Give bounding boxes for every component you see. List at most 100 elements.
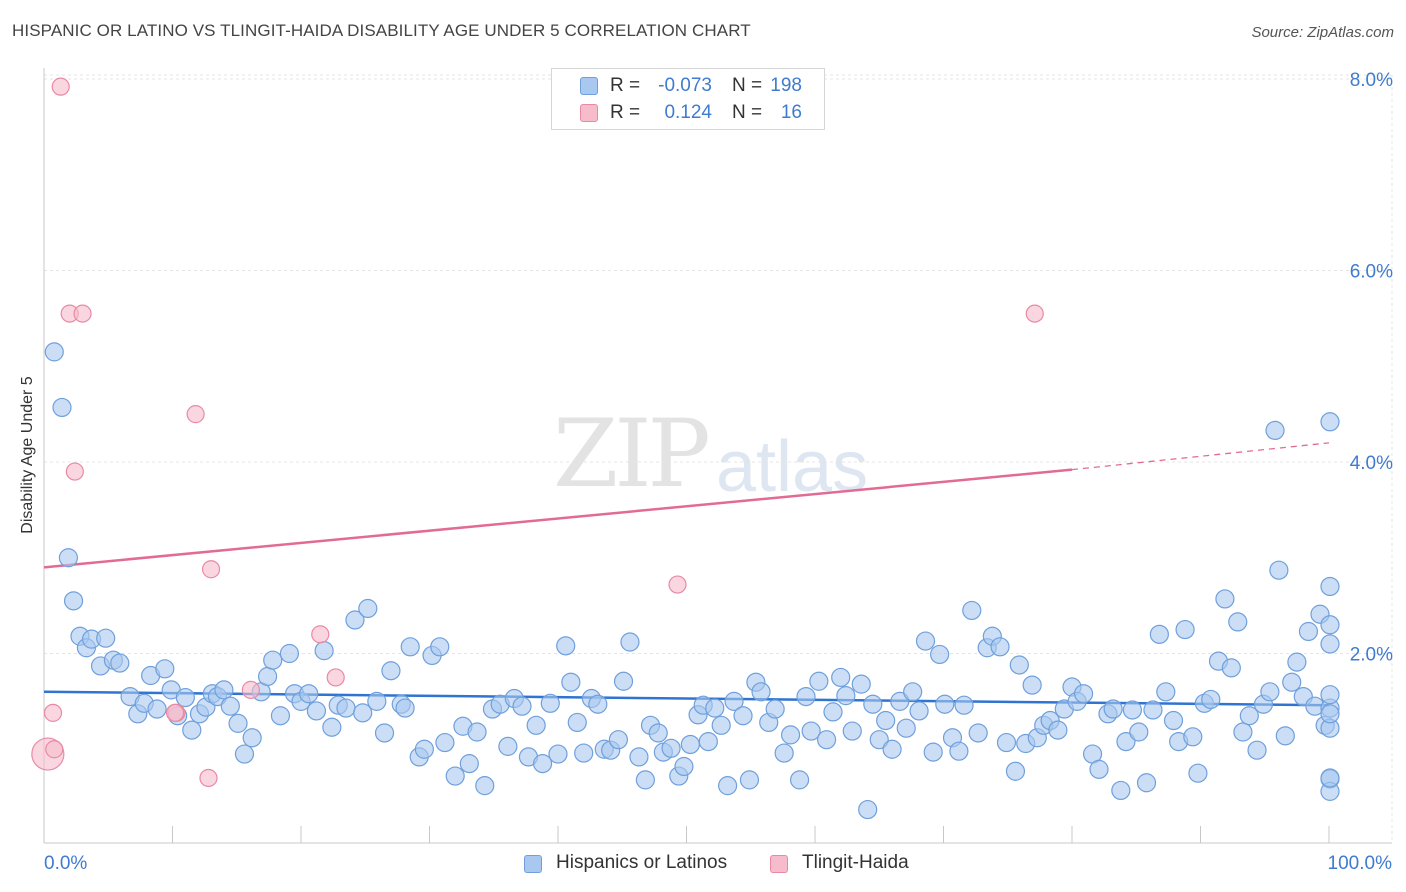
data-point-hispanics (842, 721, 862, 741)
legend-swatch-hispanics (580, 77, 598, 95)
data-point-hispanics (876, 710, 896, 731)
data-point-hispanics (430, 637, 450, 657)
data-point-tlingit (326, 668, 345, 687)
data-point-hispanics (322, 717, 342, 737)
data-point-hispanics (63, 591, 84, 611)
data-point-hispanics (228, 713, 248, 733)
source-label: Source: ZipAtlas.com (1251, 24, 1394, 41)
data-point-hispanics (1320, 634, 1340, 654)
data-point-tlingit (311, 625, 330, 644)
data-point-hispanics (1136, 773, 1157, 793)
data-point-hispanics (435, 732, 455, 753)
data-point-hispanics (968, 723, 988, 743)
data-point-hispanics (890, 691, 910, 711)
data-point-tlingit (186, 405, 205, 424)
data-point-hispanics (234, 744, 255, 764)
data-point-hispanics (1201, 689, 1221, 710)
data-point-tlingit (43, 703, 63, 722)
data-point-hispanics (1129, 722, 1149, 742)
data-point-hispanics (353, 703, 373, 723)
y-tick-label: 8.0% (1350, 70, 1393, 91)
chart-title: HISPANIC OR LATINO VS TLINGIT-HAIDA DISA… (12, 21, 751, 40)
data-point-hispanics (1269, 560, 1289, 580)
trendline-tlingit-extension (1071, 442, 1330, 471)
data-point-tlingit (201, 560, 221, 579)
data-point-hispanics (44, 342, 64, 362)
data-point-hispanics (1188, 763, 1208, 783)
data-point-hispanics (774, 743, 794, 763)
data-point-hispanics (526, 715, 546, 735)
data-point-tlingit (65, 462, 84, 481)
data-point-hispanics (498, 736, 518, 756)
legend-r-label: R = (610, 102, 641, 123)
bottom-legend-swatch-tlingit (770, 855, 788, 873)
data-point-hispanics (1183, 727, 1203, 747)
data-point-hispanics (1320, 615, 1340, 635)
data-point-hispanics (962, 600, 982, 621)
data-point-hispanics (801, 721, 821, 741)
data-point-hispanics (858, 799, 878, 820)
data-point-hispanics (1265, 420, 1285, 441)
data-point-hispanics (314, 641, 334, 661)
data-point-hispanics (648, 723, 668, 743)
data-point-hispanics (155, 659, 175, 679)
data-point-hispanics (705, 698, 725, 718)
data-point-hispanics (52, 397, 72, 418)
data-point-hispanics (1320, 412, 1340, 432)
legend-n-label: N = (732, 75, 763, 96)
data-point-hispanics (279, 643, 300, 664)
y-tick-label: 4.0% (1350, 453, 1393, 474)
data-point-hispanics (831, 667, 851, 688)
data-point-tlingit (199, 768, 218, 788)
data-point-hispanics (532, 754, 553, 774)
data-point-hispanics (909, 701, 929, 721)
data-point-hispanics (1282, 672, 1302, 692)
data-point-hispanics (613, 671, 634, 691)
bottom-legend-label-hispanics: Hispanics or Latinos (556, 852, 728, 873)
trendline-tlingit (43, 468, 1073, 569)
data-point-hispanics (306, 701, 327, 721)
data-point-hispanics (996, 732, 1017, 753)
data-point-hispanics (110, 653, 130, 673)
data-point-hispanics (214, 680, 234, 700)
watermark-zip: ZIP (553, 400, 711, 509)
data-point-hispanics (923, 742, 943, 762)
data-point-hispanics (751, 682, 771, 702)
data-point-hispanics (1320, 576, 1340, 597)
data-point-hispanics (733, 706, 753, 726)
data-point-hispanics (381, 661, 401, 681)
data-point-hispanics (540, 693, 560, 713)
data-point-hispanics (718, 776, 738, 796)
data-point-hispanics (445, 766, 465, 786)
data-point-hispanics (608, 730, 628, 750)
legend-r-value: 0.124 (664, 102, 712, 123)
data-point-hispanics (58, 548, 79, 568)
data-point-hispanics (336, 698, 356, 718)
watermark-atlas: atlas (716, 427, 869, 507)
data-point-hispanics (1116, 731, 1136, 752)
data-point-hispanics (374, 723, 395, 743)
data-point-tlingit (1025, 304, 1044, 323)
x-tick-label: 0.0% (44, 853, 87, 874)
legend-r-value: -0.073 (658, 75, 712, 96)
data-point-hispanics (588, 694, 608, 714)
data-point-hispanics (954, 695, 974, 715)
data-point-hispanics (467, 722, 487, 742)
legend-row-hispanics: R = -0.073 N = 198 (552, 74, 824, 100)
data-point-hispanics (935, 694, 955, 714)
data-point-hispanics (400, 637, 420, 657)
data-point-tlingit (51, 77, 70, 96)
data-point-hispanics (574, 743, 594, 763)
bottom-legend-label-tlingit: Tlingit-Haida (802, 852, 909, 873)
data-point-hispanics (459, 754, 479, 774)
data-point-hispanics (567, 712, 587, 733)
data-point-hispanics (836, 686, 856, 706)
data-point-hispanics (661, 738, 681, 758)
data-point-hispanics (680, 734, 700, 755)
data-point-hispanics (263, 650, 283, 670)
data-point-hispanics (990, 637, 1010, 657)
data-point-hispanics (930, 644, 950, 665)
x-tick-label: 100.0% (1328, 853, 1393, 874)
data-point-hispanics (1073, 684, 1094, 704)
